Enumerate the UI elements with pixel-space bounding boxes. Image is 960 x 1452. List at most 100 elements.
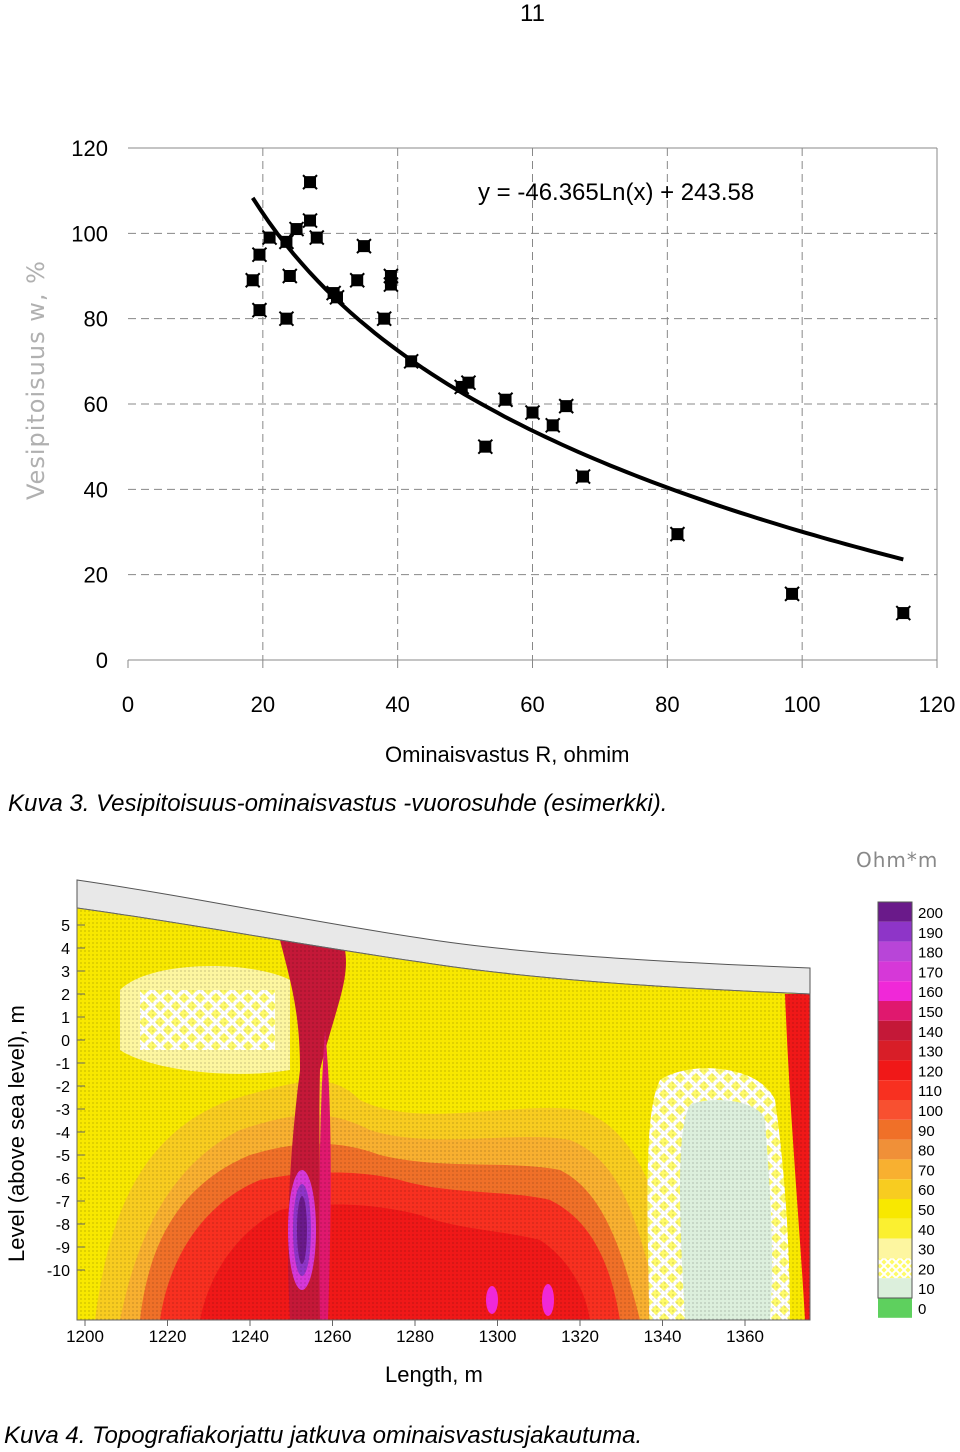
x-tick-label: 100 [784, 692, 821, 717]
units-label: Ohm*m [856, 848, 939, 872]
legend-swatch [878, 941, 912, 962]
legend-label: 110 [918, 1083, 942, 1100]
data-point [302, 174, 318, 190]
data-point [251, 302, 268, 318]
y-tick-label: -8 [56, 1217, 70, 1234]
y-tick-label: 3 [61, 964, 70, 981]
x-tick-label: 1300 [479, 1327, 517, 1346]
y-tick-label: 40 [84, 477, 108, 502]
x-tick-label: 20 [251, 692, 275, 717]
legend-label: 60 [918, 1182, 935, 1199]
legend-label: 200 [918, 905, 943, 922]
legend-swatch [878, 1080, 912, 1100]
y-tick-label: -5 [56, 1148, 70, 1165]
x-tick-label: 120 [919, 692, 956, 717]
page-number: 11 [520, 0, 545, 27]
figure4-caption: Kuva 4. Topografiakorjattu jatkuva omina… [4, 1422, 643, 1449]
x-tick-label: 1320 [561, 1327, 599, 1346]
fig3-x-axis-label: Ominaisvastus R, ohmim [385, 742, 630, 767]
data-point [497, 392, 514, 408]
legend-swatch [878, 1139, 912, 1160]
legend-label: 130 [918, 1044, 943, 1061]
data-point [245, 272, 261, 288]
legend-swatch [878, 902, 912, 922]
legend-label: 120 [918, 1063, 943, 1080]
data-point [460, 374, 477, 391]
legend-label: 40 [918, 1222, 935, 1239]
x-tick-label: 1220 [149, 1327, 187, 1346]
legend-border [877, 901, 913, 1299]
legend-label: 90 [918, 1123, 935, 1140]
data-point [895, 605, 911, 621]
legend-label: 160 [918, 984, 943, 1001]
data-point [349, 272, 365, 288]
trendline-equation: y = -46.365Ln(x) + 243.58 [478, 179, 754, 206]
legend-label: 80 [918, 1143, 935, 1160]
data-point [669, 526, 686, 542]
legend-label: 150 [918, 1004, 943, 1021]
legend-swatch [878, 1159, 912, 1180]
legend-label: 0 [918, 1301, 926, 1318]
legend-label: 140 [918, 1024, 943, 1041]
data-point [376, 310, 392, 327]
y-tick-label: -4 [56, 1125, 70, 1142]
x-tick-label: 1260 [314, 1327, 352, 1346]
data-point [356, 238, 372, 254]
data-point [278, 234, 295, 250]
y-tick-label: 100 [71, 221, 108, 246]
y-tick-label: 60 [84, 392, 108, 417]
legend-swatch [878, 1278, 912, 1298]
legend-label: 50 [918, 1202, 935, 1219]
legend-swatch [878, 1020, 912, 1041]
legend-swatch [878, 1238, 912, 1259]
y-tick-label: 80 [84, 307, 108, 332]
y-tick-label: -3 [56, 1102, 70, 1119]
x-tick-label: 1240 [231, 1327, 269, 1346]
y-tick-label: -7 [56, 1194, 70, 1211]
x-tick-label: 0 [122, 692, 134, 717]
legend-swatch [878, 1001, 912, 1021]
data-point [309, 229, 325, 246]
legend-label: 190 [918, 925, 943, 942]
legend-swatch [878, 1179, 912, 1199]
y-tick-label: 2 [61, 987, 70, 1004]
legend-label: 70 [918, 1162, 935, 1179]
legend-label: 30 [918, 1242, 935, 1259]
fig3-y-axis-label: Vesipitoisuus w, % [22, 260, 50, 500]
y-tick-label: -10 [47, 1263, 70, 1280]
data-point [784, 586, 800, 602]
legend-swatch [878, 1040, 912, 1061]
data-point [477, 438, 494, 455]
data-point [302, 212, 318, 229]
figure3-caption: Kuva 3. Vesipitoisuus-ominaisvastus -vuo… [8, 790, 668, 817]
y-tick-label: -9 [56, 1240, 70, 1257]
data-point [282, 268, 298, 284]
x-tick-label: 1340 [644, 1327, 682, 1346]
data-point [329, 289, 345, 306]
legend-label: 170 [918, 964, 943, 981]
legend-swatch [878, 1100, 912, 1120]
y-tick-label: -1 [56, 1056, 70, 1073]
legend-swatch [878, 981, 912, 1001]
scatter-chart: 0 20 40 60 80 100 120 0 20 40 60 80 100 120 y = -46.3… [71, 136, 956, 717]
legend-label: 10 [918, 1281, 935, 1298]
y-tick-label: 0 [96, 648, 108, 673]
y-tick-label: -6 [56, 1171, 70, 1188]
data-point [288, 221, 305, 237]
data-point [558, 398, 574, 414]
fig4-x-axis-label: Length, m [385, 1362, 483, 1387]
x-tick-label: 40 [385, 692, 409, 717]
legend-swatch [878, 1218, 912, 1239]
legend-swatch [878, 1060, 912, 1081]
y-tick-label: 0 [61, 1033, 70, 1050]
x-tick-label: 1200 [66, 1327, 104, 1346]
y-tick-label: 20 [84, 563, 108, 588]
legend-swatch [878, 1258, 912, 1279]
y-tick-label: 5 [61, 918, 70, 935]
x-tick-label: 80 [655, 692, 679, 717]
fig4-y-axis-label: Level (above sea level), m [4, 1005, 29, 1262]
x-tick-label: 1280 [396, 1327, 434, 1346]
data-point [403, 353, 419, 370]
legend-swatch [878, 961, 912, 982]
